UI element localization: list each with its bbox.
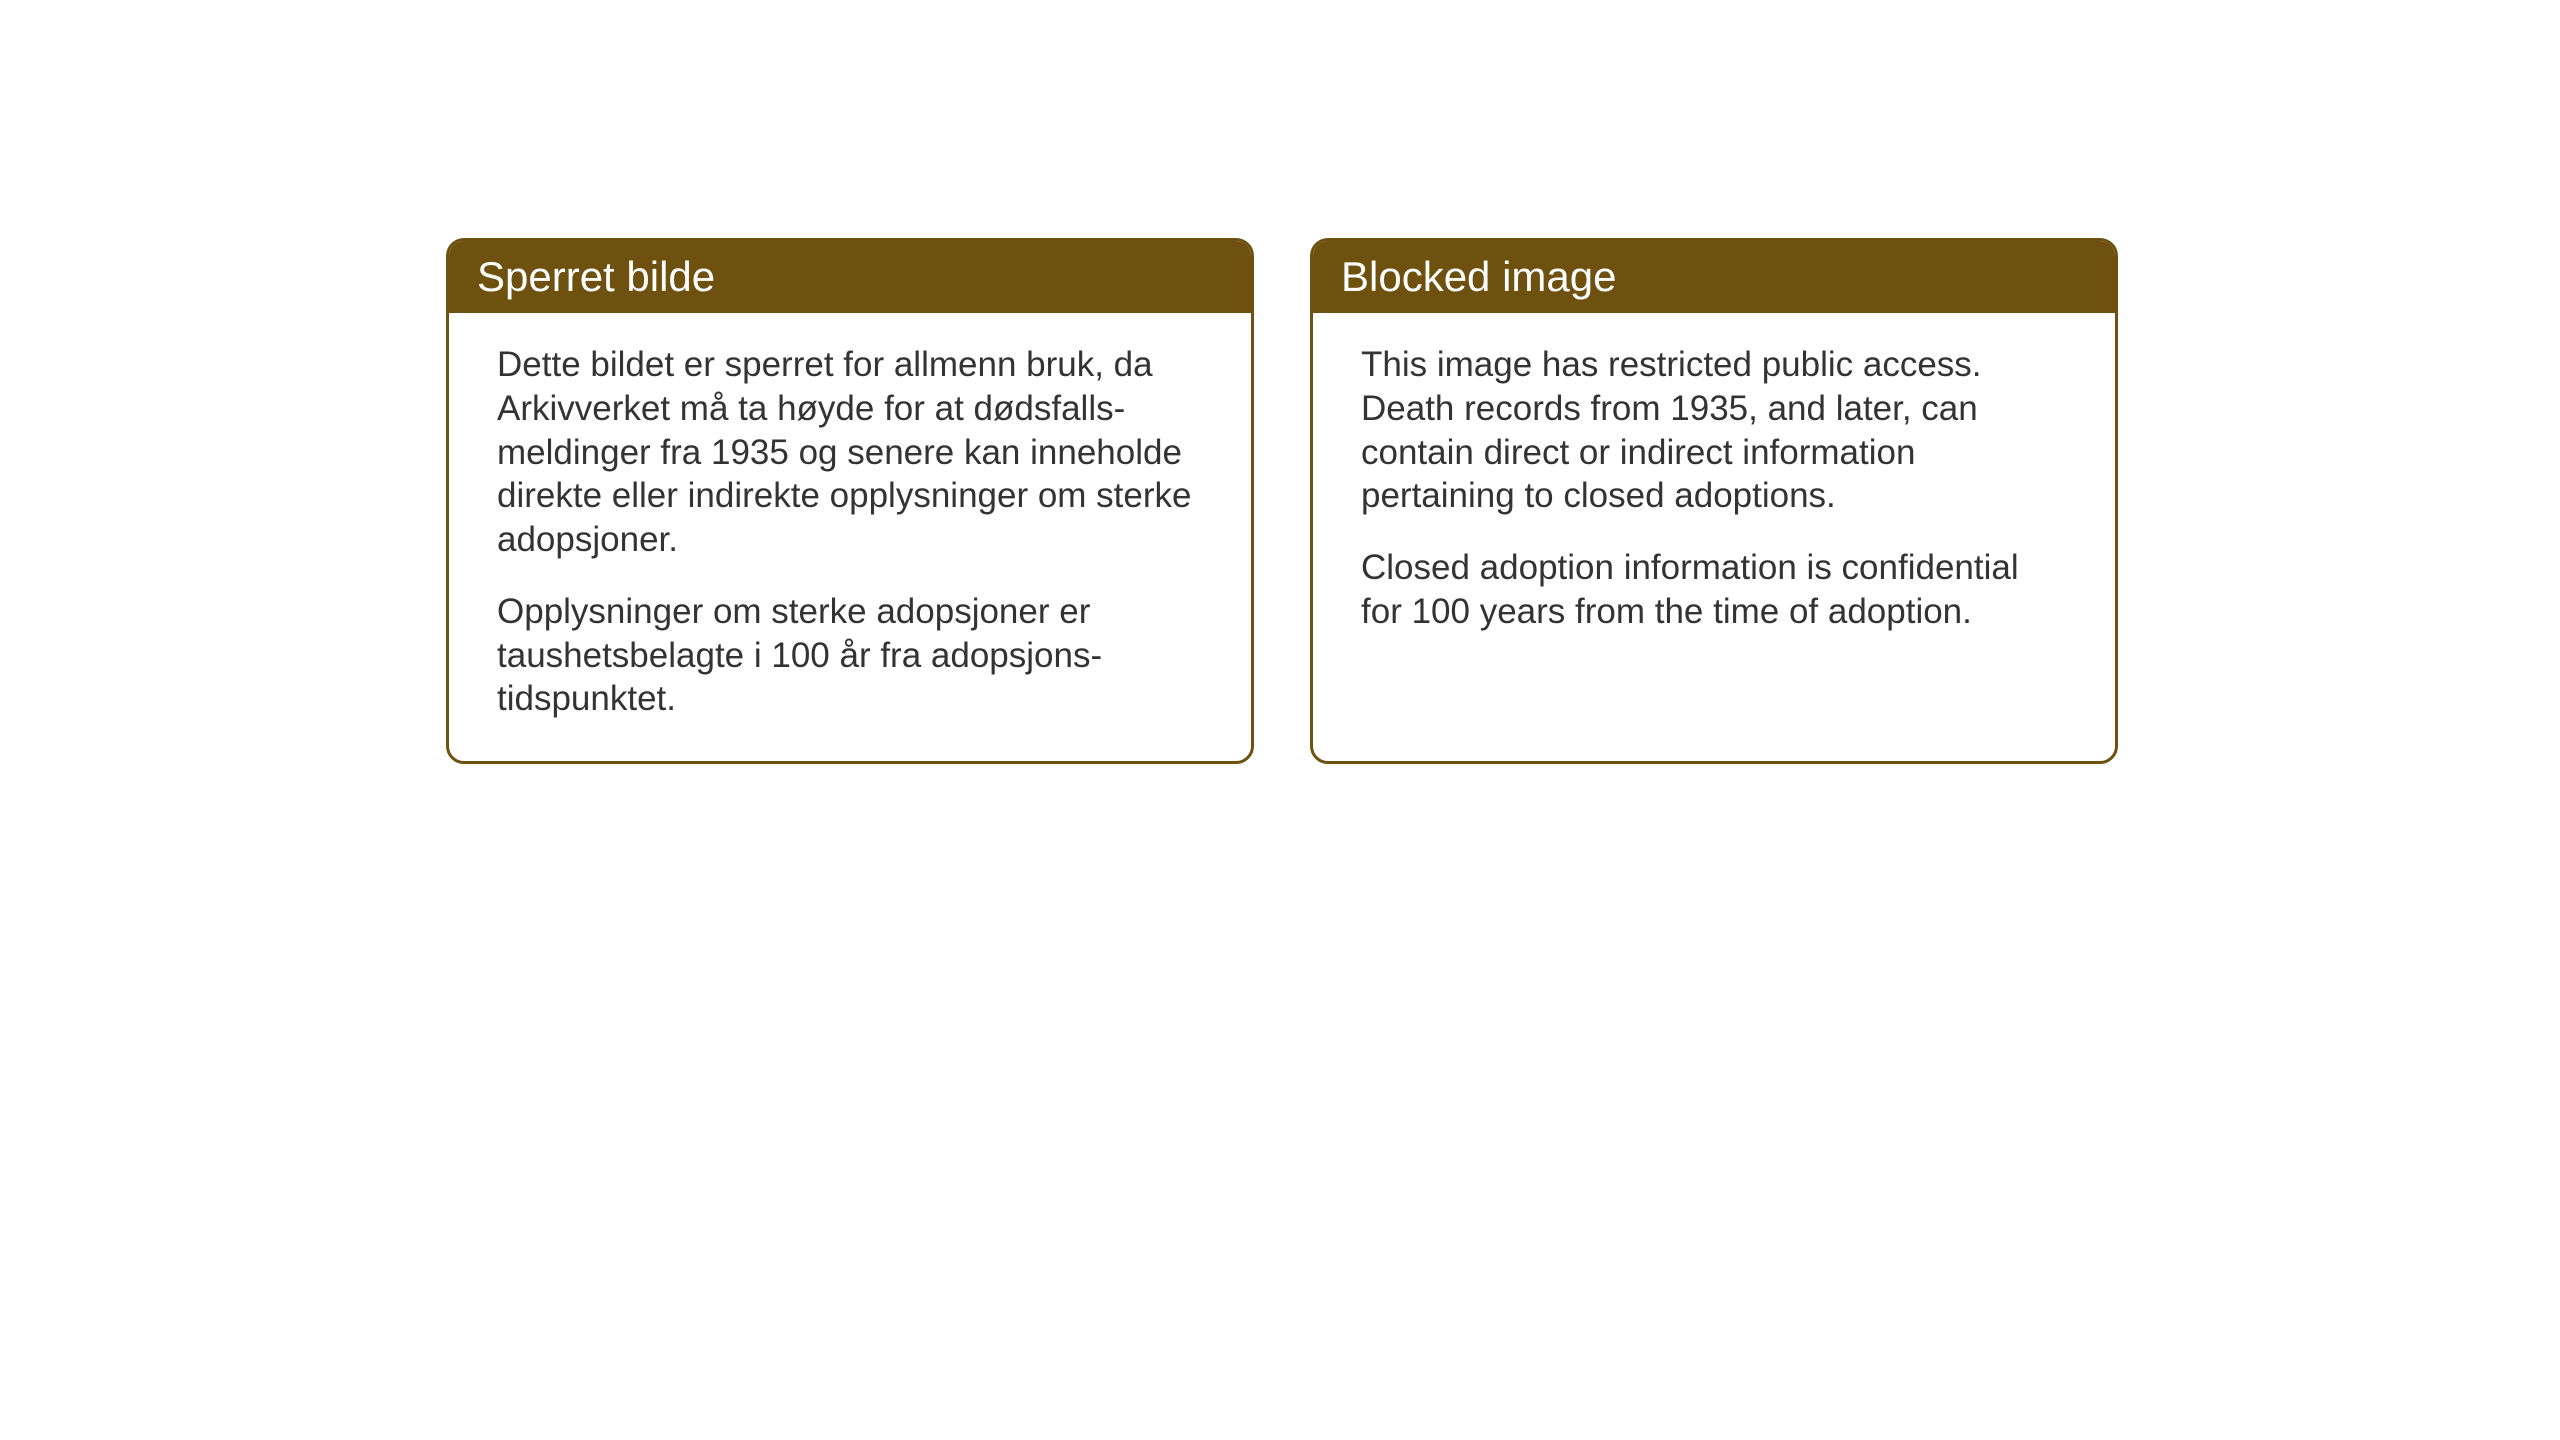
card-header-norwegian: Sperret bilde xyxy=(449,241,1251,313)
card-title-norwegian: Sperret bilde xyxy=(477,253,715,300)
card-title-english: Blocked image xyxy=(1341,253,1616,300)
notice-card-english: Blocked image This image has restricted … xyxy=(1310,238,2118,764)
card-paragraph-1-norwegian: Dette bildet er sperret for allmenn bruk… xyxy=(497,343,1203,562)
card-body-english: This image has restricted public access.… xyxy=(1313,313,2115,674)
card-paragraph-2-norwegian: Opplysninger om sterke adopsjoner er tau… xyxy=(497,590,1203,721)
notice-container: Sperret bilde Dette bildet er sperret fo… xyxy=(446,238,2118,764)
card-header-english: Blocked image xyxy=(1313,241,2115,313)
card-paragraph-1-english: This image has restricted public access.… xyxy=(1361,343,2067,518)
card-paragraph-2-english: Closed adoption information is confident… xyxy=(1361,546,2067,634)
card-body-norwegian: Dette bildet er sperret for allmenn bruk… xyxy=(449,313,1251,761)
notice-card-norwegian: Sperret bilde Dette bildet er sperret fo… xyxy=(446,238,1254,764)
